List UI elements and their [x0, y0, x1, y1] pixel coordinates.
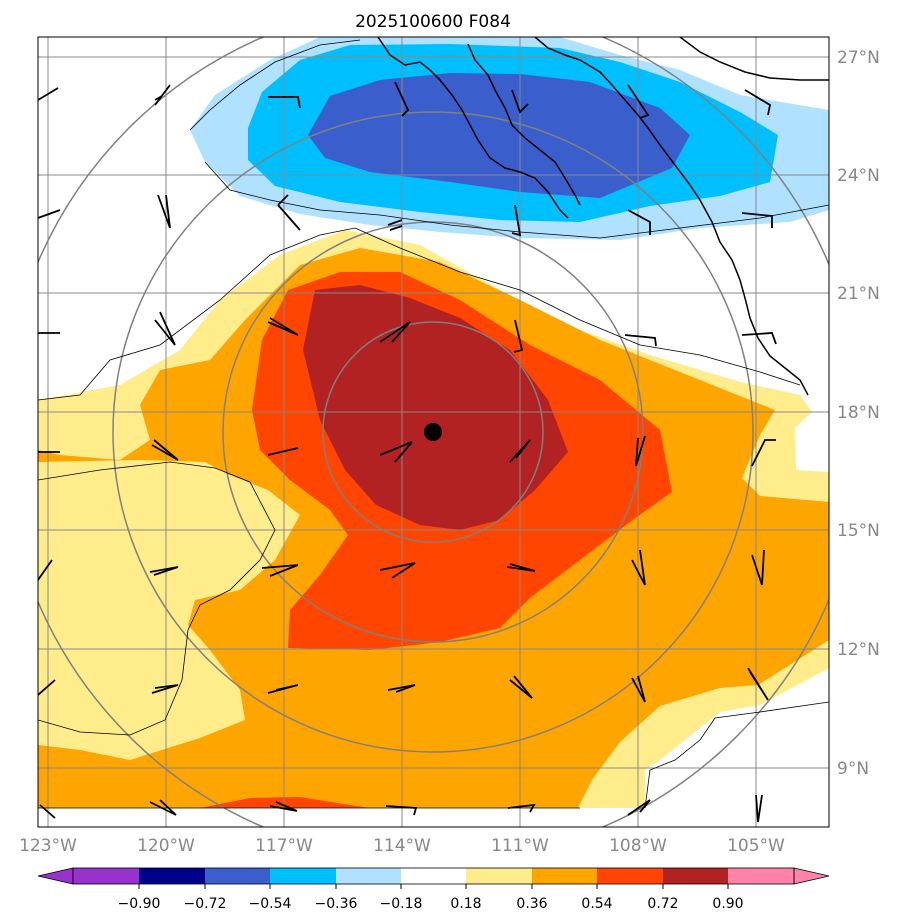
storm-center-marker — [424, 423, 442, 441]
colorbar-tick-label: 0.18 — [450, 896, 481, 912]
colorbar: −0.90 −0.72 −0.54 −0.36 −0.18 0.18 0.36 … — [37, 867, 830, 912]
colorbar-frame — [72, 867, 795, 885]
lon-label: 123°W — [19, 836, 77, 856]
colorbar-tick-label: 0.90 — [712, 896, 743, 912]
graticule — [38, 37, 829, 827]
fill-negative-dark — [308, 73, 690, 198]
colorbar-tick-label: −0.90 — [118, 896, 161, 912]
colorbar-tick-label: −0.72 — [184, 896, 227, 912]
range-rings — [38, 37, 829, 827]
colorbar-bin — [336, 868, 401, 884]
lon-label: 120°W — [137, 836, 195, 856]
colorbar-bin — [73, 868, 139, 884]
colorbar-bin — [597, 868, 663, 884]
colorbar-bin — [139, 868, 205, 884]
colorbar-bin — [663, 868, 728, 884]
lat-label: 18°N — [837, 403, 880, 423]
colorbar-tick-label: −0.36 — [315, 896, 358, 912]
map-panel — [38, 37, 829, 827]
map-frame — [37, 36, 830, 828]
lon-label: 114°W — [373, 836, 431, 856]
lon-label: 117°W — [255, 836, 313, 856]
state-borders — [38, 39, 829, 809]
lon-labels: 123°W 120°W 117°W 114°W 111°W 108°W 105°… — [19, 836, 785, 856]
colorbar-tick-label: 0.36 — [516, 896, 547, 912]
map-title: 2025100600 F084 — [355, 12, 511, 32]
lon-label: 105°W — [727, 836, 785, 856]
lon-label: 111°W — [491, 836, 549, 856]
colorbar-bin — [728, 868, 794, 884]
colorbar-tick-label: 0.72 — [647, 896, 678, 912]
lat-label: 9°N — [837, 759, 869, 779]
colorbar-tick-label: −0.54 — [249, 896, 292, 912]
colorbar-bin — [270, 868, 336, 884]
coastlines — [377, 37, 829, 396]
colorbar-extend-low — [37, 867, 74, 885]
lat-labels: 27°N 24°N 21°N 18°N 15°N 12°N 9°N — [837, 48, 880, 779]
lat-label: 21°N — [837, 284, 880, 304]
colorbar-tick-label: 0.54 — [581, 896, 612, 912]
colorbar-extend-high — [793, 867, 830, 885]
lat-label: 27°N — [837, 48, 880, 68]
colorbar-tick-label: −0.18 — [380, 896, 423, 912]
colorbar-bin — [205, 868, 270, 884]
lat-label: 12°N — [837, 640, 880, 660]
fill-positive-red-south — [200, 797, 370, 808]
colorbar-bin — [532, 868, 597, 884]
lat-label: 15°N — [837, 521, 880, 541]
wind-barbs — [38, 81, 777, 823]
colorbar-bin — [466, 868, 532, 884]
lon-label: 108°W — [609, 836, 667, 856]
lat-label: 24°N — [837, 166, 880, 186]
colorbar-bin — [401, 868, 466, 884]
